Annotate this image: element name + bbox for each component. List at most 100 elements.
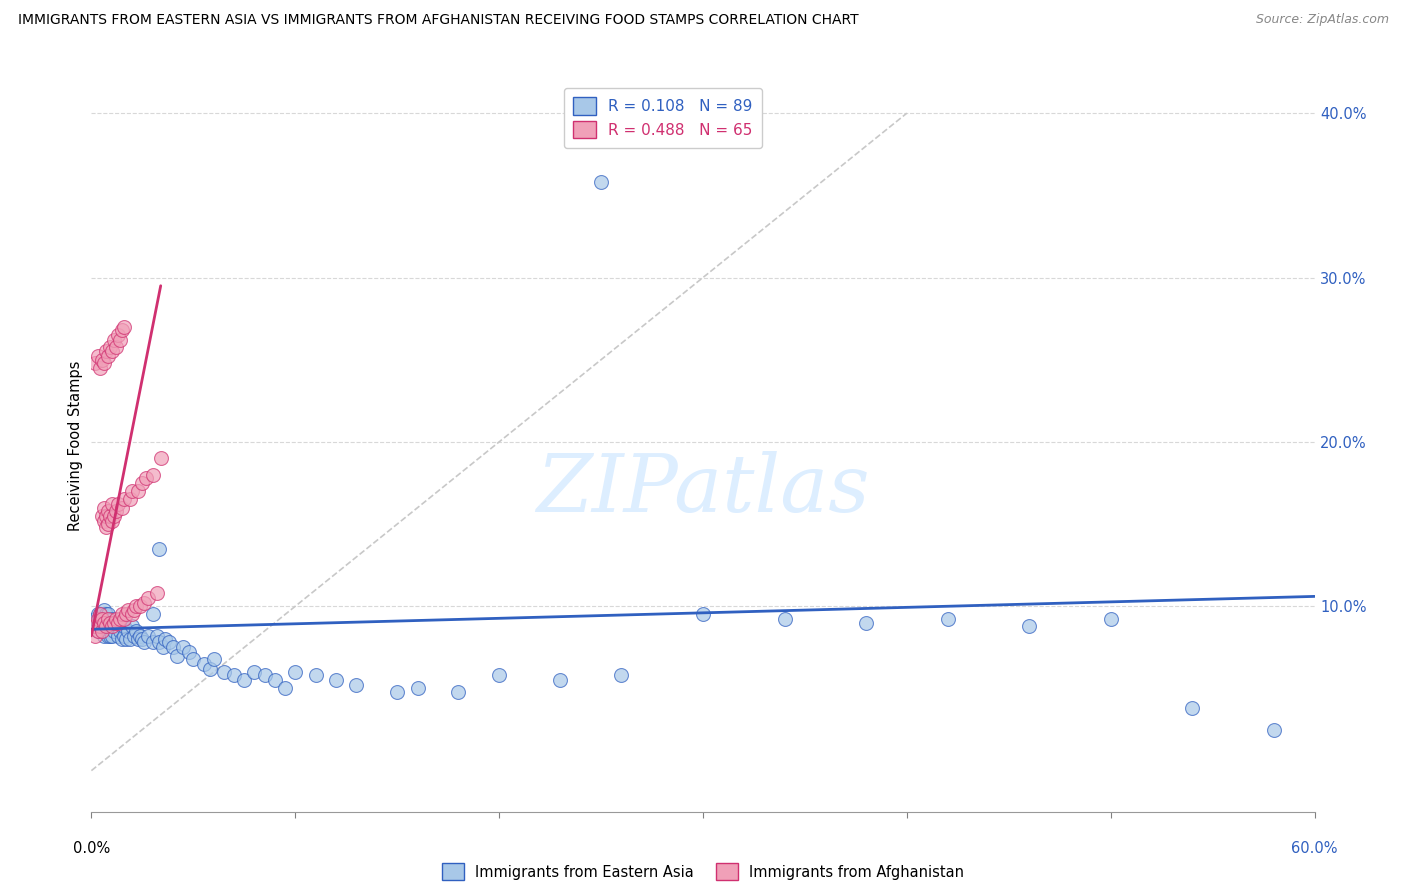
Point <box>103 333 125 347</box>
Point <box>198 662 221 676</box>
Point <box>97 612 120 626</box>
Point <box>86 607 108 622</box>
Point <box>193 657 215 671</box>
Point <box>125 599 148 614</box>
Point <box>202 652 225 666</box>
Point <box>406 681 429 696</box>
Point <box>97 504 120 518</box>
Point <box>97 607 120 622</box>
Point <box>84 619 107 633</box>
Point <box>98 629 121 643</box>
Point <box>346 678 368 692</box>
Point <box>97 615 120 630</box>
Point <box>1018 619 1040 633</box>
Point <box>591 175 613 189</box>
Point <box>84 612 107 626</box>
Point <box>107 615 129 630</box>
Text: IMMIGRANTS FROM EASTERN ASIA VS IMMIGRANTS FROM AFGHANISTAN RECEIVING FOOD STAMP: IMMIGRANTS FROM EASTERN ASIA VS IMMIGRAN… <box>18 13 859 28</box>
Point <box>104 612 127 626</box>
Point <box>112 492 135 507</box>
Point <box>90 352 112 367</box>
Point <box>89 619 111 633</box>
Point <box>157 635 180 649</box>
Text: Source: ZipAtlas.com: Source: ZipAtlas.com <box>1256 13 1389 27</box>
Point <box>93 612 115 626</box>
Point <box>90 615 112 630</box>
Point <box>112 612 135 626</box>
Point <box>101 344 124 359</box>
Point <box>93 500 115 515</box>
Point <box>1099 612 1122 626</box>
Y-axis label: Receiving Food Stamps: Receiving Food Stamps <box>67 360 83 532</box>
Point <box>127 632 149 647</box>
Point <box>1181 701 1204 715</box>
Point <box>166 648 188 663</box>
Point <box>243 665 266 679</box>
Point <box>222 668 246 682</box>
Point <box>93 615 115 630</box>
Point <box>90 624 112 638</box>
Point <box>112 619 135 633</box>
Point <box>103 615 125 630</box>
Point <box>129 599 152 614</box>
Point <box>141 635 163 649</box>
Point <box>145 586 167 600</box>
Point <box>94 520 117 534</box>
Point <box>138 629 160 643</box>
Point <box>138 591 160 605</box>
Point <box>115 607 138 622</box>
Point <box>855 615 877 630</box>
Point <box>152 640 174 655</box>
Point <box>90 607 112 622</box>
Point <box>264 673 287 688</box>
Point <box>93 619 115 633</box>
Point <box>121 607 143 622</box>
Legend: Immigrants from Eastern Asia, Immigrants from Afghanistan: Immigrants from Eastern Asia, Immigrants… <box>437 859 969 885</box>
Point <box>212 665 235 679</box>
Text: 60.0%: 60.0% <box>1291 841 1339 856</box>
Point <box>117 624 139 638</box>
Text: 0.0%: 0.0% <box>73 841 110 856</box>
Point <box>111 323 134 337</box>
Point <box>111 632 134 647</box>
Point <box>86 350 108 364</box>
Point <box>94 344 117 359</box>
Point <box>131 475 153 490</box>
Point <box>89 607 111 622</box>
Point <box>97 619 120 633</box>
Point <box>447 684 470 698</box>
Point <box>89 360 111 375</box>
Point <box>86 624 108 638</box>
Point <box>127 484 149 499</box>
Point <box>107 328 129 343</box>
Point <box>94 607 117 622</box>
Point <box>98 508 121 523</box>
Point <box>104 619 127 633</box>
Point <box>94 615 117 630</box>
Point <box>84 629 107 643</box>
Point <box>98 619 121 633</box>
Point <box>89 607 111 622</box>
Point <box>120 492 142 507</box>
Point <box>103 624 125 638</box>
Point <box>1263 723 1285 737</box>
Point <box>304 668 326 682</box>
Point <box>103 508 125 523</box>
Point <box>125 624 148 638</box>
Point <box>89 612 111 626</box>
Point <box>86 624 108 638</box>
Point <box>162 640 184 655</box>
Point <box>98 615 121 630</box>
Point <box>97 629 120 643</box>
Point <box>101 619 124 633</box>
Point <box>117 602 139 616</box>
Text: ZIPatlas: ZIPatlas <box>536 451 870 529</box>
Point <box>82 619 104 633</box>
Point <box>179 645 201 659</box>
Point <box>120 632 142 647</box>
Point <box>692 607 714 622</box>
Point <box>111 607 134 622</box>
Point <box>101 514 124 528</box>
Point <box>104 504 127 518</box>
Point <box>93 629 115 643</box>
